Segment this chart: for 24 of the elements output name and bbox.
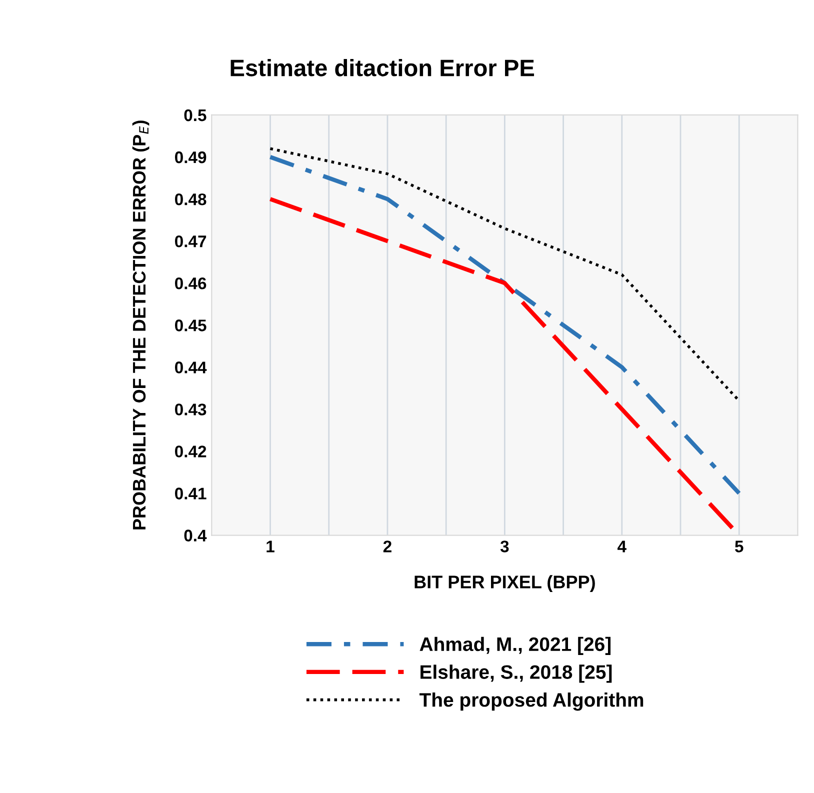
chart-title: Estimate ditaction Error PE <box>230 58 534 76</box>
legend-label: Ahmad, M., 2021 [26] <box>420 636 611 655</box>
y-axis-title: PROBABILITY OF THE DETECTION ERROR (P$_{E}$) <box>132 120 150 530</box>
y-tick-label: 0.4 <box>184 530 207 542</box>
x-tick-label: 1 <box>266 540 274 552</box>
legend-label: The proposed Algorithm <box>419 692 644 711</box>
x-axis-title: BIT PER PIXEL (BPP) <box>414 575 595 592</box>
y-tick-label: 0.44 <box>175 362 207 374</box>
y-tick-label: 0.5 <box>184 109 206 122</box>
y-tick-label: 0.45 <box>175 320 206 332</box>
y-tick-label: 0.48 <box>175 193 206 206</box>
y-tick-label: 0.46 <box>175 278 206 290</box>
line-series <box>268 147 740 402</box>
y-tick-label: 0.42 <box>175 446 206 458</box>
y-tick-label: 0.43 <box>175 404 206 416</box>
legend-label: Elshare, S., 2018 [25] <box>420 664 612 683</box>
y-tick-label: 0.47 <box>175 235 206 248</box>
y-tick-label: 0.49 <box>175 151 206 164</box>
x-tick-label: 4 <box>618 540 626 552</box>
y-tick-label: 0.41 <box>175 488 206 500</box>
x-tick-label: 3 <box>500 540 509 552</box>
x-tick-label: 5 <box>734 540 744 552</box>
x-tick-label: 2 <box>383 540 392 552</box>
line-series <box>268 154 742 496</box>
